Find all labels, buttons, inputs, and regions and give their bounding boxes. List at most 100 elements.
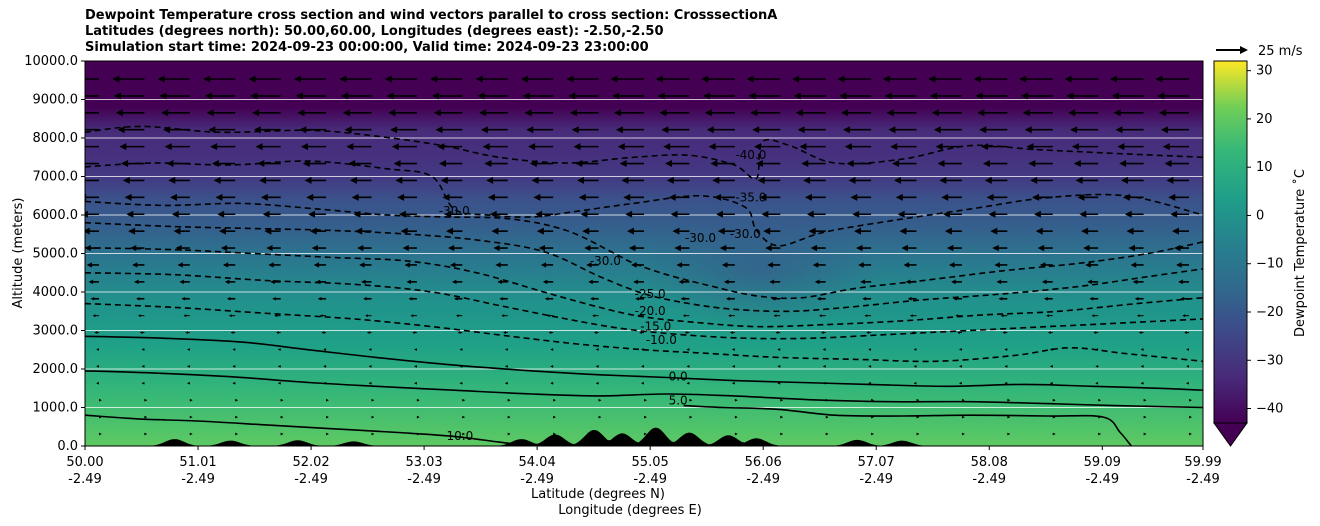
wind-vector-head (395, 176, 403, 184)
wind-vector-head (619, 160, 627, 168)
wind-vector-head (678, 279, 684, 285)
wind-vector-head (232, 364, 236, 368)
x-axis-ticks: 50.00 -2.49 51.01 -2.49 52.02 -2.49 53.03 -2.49… (66, 446, 1222, 487)
wind-vectors (67, 75, 1192, 436)
wind-vector-head (400, 227, 408, 235)
wind-vector-head (578, 193, 586, 201)
wind-vector-head (799, 143, 807, 151)
x-tick-label-lon: -2.49 (181, 472, 215, 487)
wind-vector-head (1047, 331, 1051, 334)
contour-line--15 (85, 272, 1203, 340)
wind-vector-head (955, 314, 959, 318)
wind-vector-head (639, 331, 643, 334)
wind-vector-head (130, 244, 137, 252)
wind-vector-head (252, 109, 260, 117)
wind-vector-head (984, 176, 992, 184)
wind-vector-head (644, 415, 647, 419)
wind-vector-head (295, 92, 303, 100)
wind-vector-head (661, 126, 669, 134)
wind-vector-head (144, 398, 148, 402)
wind-vector-head (1171, 227, 1179, 235)
x-tick-label-lat: 55.05 (632, 455, 669, 470)
wind-vector-head (1091, 314, 1095, 318)
wind-vector-head (213, 176, 221, 184)
wind-vector-head (858, 262, 864, 268)
wind-vector-head (319, 314, 323, 318)
wind-vector-head (540, 262, 547, 268)
wind-vector-head (1121, 176, 1129, 184)
wind-vector-head (1002, 331, 1006, 334)
wind-vector-head (1117, 143, 1125, 151)
wind-vector-head (672, 227, 680, 235)
wind-vector-head (996, 279, 1002, 285)
wind-vector-head (299, 126, 307, 134)
wind-vector-head (935, 143, 943, 151)
wind-vector-head (864, 314, 868, 318)
x-tick-label-lon: -2.49 (633, 472, 667, 487)
wind-vector-head (1109, 75, 1117, 83)
wind-vector-head (1007, 415, 1011, 419)
colorbar-tick-label: −10 (1256, 257, 1283, 272)
contour-label: -25.0 (635, 287, 666, 301)
wind-vector-head (542, 279, 548, 285)
wind-vector-head (803, 176, 811, 184)
wind-vector-head (621, 176, 629, 184)
wind-vector-head (884, 92, 892, 100)
wind-vector-head (706, 126, 714, 134)
wind-vector-head (712, 176, 720, 184)
wind-vector-head (848, 176, 856, 184)
wind-vector-head (70, 109, 77, 116)
wind-vector-head (644, 398, 647, 402)
wind-vector-head (998, 296, 1003, 301)
wind-vector-head (1000, 314, 1004, 318)
wind-vector-head (166, 160, 174, 168)
wind-vector-head (408, 296, 413, 301)
colorbar-tick-label: 10 (1256, 160, 1273, 175)
wind-vector-head (982, 160, 990, 168)
wind-vector-head (173, 227, 181, 235)
wind-vector-head (1119, 160, 1127, 168)
wind-vector-head (943, 210, 951, 218)
wind-vector-head (351, 193, 359, 201)
wind-vector-head (484, 160, 492, 168)
wind-vector-head (1052, 398, 1056, 402)
wind-vector-head (211, 160, 219, 168)
wind-vector-head (348, 160, 356, 168)
wind-vector-head (1143, 398, 1147, 402)
wind-vector-head (503, 331, 506, 334)
wind-vector-head (1087, 279, 1092, 285)
wind-vector-head (841, 109, 849, 117)
wind-vector-head (868, 381, 871, 385)
wind-vector-head (232, 348, 236, 351)
wind-vector-head (230, 331, 234, 334)
wind-vector-head (486, 176, 494, 184)
wind-vector-head (414, 381, 417, 385)
wind-vector-head (1022, 109, 1030, 117)
wind-vector-head (595, 381, 599, 385)
wind-vector-head (990, 227, 998, 235)
wind-vector-head (226, 296, 231, 301)
wind-vector-head (276, 331, 279, 334)
contour-line--30 (85, 200, 1203, 300)
wind-vector-head (99, 398, 102, 402)
wind-vector-head (686, 381, 690, 385)
y-tick-label: 7000.0 (33, 170, 79, 185)
wind-vector-head (1136, 314, 1140, 318)
wind-vector-head (761, 210, 769, 218)
wind-vector-head (595, 364, 599, 368)
y-tick-label: 6000.0 (33, 208, 79, 223)
contour-label: 10.0 (447, 429, 474, 443)
wind-vector-head (235, 415, 239, 419)
wind-vector-head (1026, 143, 1034, 151)
wind-vector-head (522, 92, 530, 100)
wind-vector-head (610, 75, 618, 83)
wind-vector-head (141, 381, 145, 385)
wind-vector-head (67, 76, 74, 83)
wind-vector-head (1111, 92, 1119, 100)
wind-vector-head (641, 364, 644, 368)
wind-vector-head (115, 109, 123, 117)
wind-vector-head (114, 92, 122, 100)
wind-vector-head (450, 262, 456, 268)
wind-vector-head (868, 364, 872, 368)
wind-vector-head (361, 279, 366, 285)
